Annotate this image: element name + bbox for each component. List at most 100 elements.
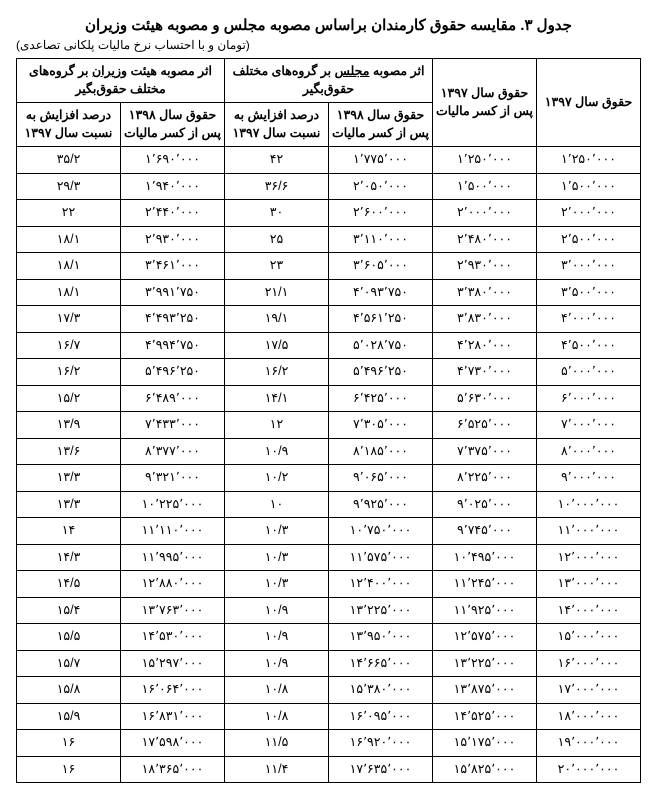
table-cell: ۱۰/۸ (225, 703, 329, 730)
table-cell: ۱۳٬۲۲۵٬۰۰۰ (433, 650, 537, 677)
table-cell: ۱۴ (17, 518, 121, 545)
table-cell: ۱۶/۲ (225, 359, 329, 386)
col-group-vaziran: اثر مصوبه هیئت وزیران بر گروه‌های مختلف … (17, 59, 225, 103)
table-cell: ۹٬۹۲۵٬۰۰۰ (329, 491, 433, 518)
table-cell: ۵٬۴۹۶٬۲۵۰ (329, 359, 433, 386)
table-cell: ۱۲٬۵۷۵٬۰۰۰ (433, 624, 537, 651)
table-row: ۱۱٬۰۰۰٬۰۰۰۹٬۷۴۵٬۰۰۰۱۰٬۷۵۰٬۰۰۰۱۰/۳۱۱٬۱۱۰٬… (17, 518, 641, 545)
table-cell: ۱۶٬۰۶۴٬۰۰۰ (121, 677, 225, 704)
table-cell: ۲٬۶۰۰٬۰۰۰ (329, 200, 433, 227)
table-cell: ۵٬۰۰۰٬۰۰۰ (537, 359, 641, 386)
table-cell: ۹٬۰۰۰٬۰۰۰ (537, 465, 641, 492)
table-cell: ۱۷/۳ (17, 306, 121, 333)
group-vaziran-pre: اثر مصوبه هیئت (131, 64, 212, 78)
table-cell: ۴٬۹۹۴٬۷۵۰ (121, 332, 225, 359)
table-cell: ۱۲٬۸۸۰٬۰۰۰ (121, 571, 225, 598)
table-row: ۱۴٬۰۰۰٬۰۰۰۱۱٬۹۲۵٬۰۰۰۱۳٬۲۲۵٬۰۰۰۱۰/۹۱۳٬۷۶۳… (17, 597, 641, 624)
table-cell: ۳۵/۲ (17, 147, 121, 174)
table-cell: ۷٬۳۰۵٬۰۰۰ (329, 412, 433, 439)
table-row: ۲۰٬۰۰۰٬۰۰۰۱۵٬۸۲۵٬۰۰۰۱۷٬۶۳۵٬۰۰۰۱۱/۴۱۸٬۳۶۵… (17, 756, 641, 783)
table-cell: ۱۸/۱ (17, 226, 121, 253)
col-sub-majles-pct: درصد افزایش به نسبت سال ۱۳۹۷ (225, 103, 329, 147)
table-cell: ۲٬۰۰۰٬۰۰۰ (433, 200, 537, 227)
table-cell: ۱۳٬۸۷۵٬۰۰۰ (433, 677, 537, 704)
table-cell: ۱۶ (17, 756, 121, 783)
table-cell: ۱۶/۲ (17, 359, 121, 386)
table-cell: ۲۱/۱ (225, 279, 329, 306)
table-cell: ۱۱٬۹۲۵٬۰۰۰ (433, 597, 537, 624)
table-cell: ۱٬۹۴۰٬۰۰۰ (121, 173, 225, 200)
col-sub-majles-salary: حقوق سال ۱۳۹۸ پس از کسر مالیات (329, 103, 433, 147)
table-cell: ۱۳/۶ (17, 438, 121, 465)
table-cell: ۱۲٬۰۰۰٬۰۰۰ (537, 544, 641, 571)
table-cell: ۴٬۰۰۰٬۰۰۰ (537, 306, 641, 333)
table-cell: ۱۰٬۴۹۵٬۰۰۰ (433, 544, 537, 571)
table-cell: ۶٬۵۲۵٬۰۰۰ (433, 412, 537, 439)
table-row: ۵٬۰۰۰٬۰۰۰۴٬۷۳۰٬۰۰۰۵٬۴۹۶٬۲۵۰۱۶/۲۵٬۴۹۶٬۲۵۰… (17, 359, 641, 386)
table-cell: ۱۴/۱ (225, 385, 329, 412)
table-cell: ۱۸٬۰۰۰٬۰۰۰ (537, 703, 641, 730)
table-cell: ۱۵/۹ (17, 703, 121, 730)
table-cell: ۳٬۵۰۰٬۰۰۰ (537, 279, 641, 306)
table-row: ۱۸٬۰۰۰٬۰۰۰۱۴٬۵۲۵٬۰۰۰۱۶٬۰۹۵٬۰۰۰۱۰/۸۱۶٬۸۳۱… (17, 703, 641, 730)
table-cell: ۱۳/۳ (17, 491, 121, 518)
table-cell: ۹٬۰۶۵٬۰۰۰ (329, 465, 433, 492)
table-cell: ۱۷٬۰۰۰٬۰۰۰ (537, 677, 641, 704)
table-cell: ۱۰/۳ (225, 571, 329, 598)
table-row: ۴٬۰۰۰٬۰۰۰۳٬۸۳۰٬۰۰۰۴٬۵۶۱٬۲۵۰۱۹/۱۴٬۴۹۳٬۲۵۰… (17, 306, 641, 333)
table-cell: ۱۰/۹ (225, 438, 329, 465)
table-cell: ۴٬۴۹۳٬۲۵۰ (121, 306, 225, 333)
table-cell: ۲٬۴۸۰٬۰۰۰ (433, 226, 537, 253)
table-cell: ۳٬۶۰۵٬۰۰۰ (329, 253, 433, 280)
table-cell: ۲٬۰۵۰٬۰۰۰ (329, 173, 433, 200)
table-row: ۱۰٬۰۰۰٬۰۰۰۹٬۰۲۵٬۰۰۰۹٬۹۲۵٬۰۰۰۱۰۱۰٬۲۲۵٬۰۰۰… (17, 491, 641, 518)
table-cell: ۱۵٬۰۰۰٬۰۰۰ (537, 624, 641, 651)
table-cell: ۷٬۰۰۰٬۰۰۰ (537, 412, 641, 439)
table-cell: ۱۲ (225, 412, 329, 439)
table-cell: ۳٬۸۳۰٬۰۰۰ (433, 306, 537, 333)
table-cell: ۱۰/۹ (225, 597, 329, 624)
table-subtitle: (تومان و با احتساب نرخ مالیات پلکانی تصا… (16, 38, 641, 52)
table-row: ۱٬۵۰۰٬۰۰۰۱٬۵۰۰٬۰۰۰۲٬۰۵۰٬۰۰۰۳۶/۶۱٬۹۴۰٬۰۰۰… (17, 173, 641, 200)
col-header-salary-97-after-tax: حقوق سال ۱۳۹۷ پس از کسر مالیات (433, 59, 537, 147)
table-cell: ۷٬۴۳۳٬۰۰۰ (121, 412, 225, 439)
table-cell: ۱۵/۴ (17, 597, 121, 624)
table-cell: ۲۰٬۰۰۰٬۰۰۰ (537, 756, 641, 783)
table-cell: ۱٬۲۵۰٬۰۰۰ (433, 147, 537, 174)
table-row: ۲٬۰۰۰٬۰۰۰۲٬۰۰۰٬۰۰۰۲٬۶۰۰٬۰۰۰۳۰۲٬۴۴۰٬۰۰۰۲۲ (17, 200, 641, 227)
table-cell: ۲۵ (225, 226, 329, 253)
table-cell: ۸٬۰۰۰٬۰۰۰ (537, 438, 641, 465)
table-row: ۱۷٬۰۰۰٬۰۰۰۱۳٬۸۷۵٬۰۰۰۱۵٬۳۸۰٬۰۰۰۱۰/۸۱۶٬۰۶۴… (17, 677, 641, 704)
table-row: ۱۶٬۰۰۰٬۰۰۰۱۳٬۲۲۵٬۰۰۰۱۴٬۶۶۵٬۰۰۰۱۰/۹۱۵٬۲۹۷… (17, 650, 641, 677)
table-cell: ۳٬۹۹۱٬۷۵۰ (121, 279, 225, 306)
table-cell: ۱۹٬۰۰۰٬۰۰۰ (537, 730, 641, 757)
table-cell: ۸٬۳۷۷٬۰۰۰ (121, 438, 225, 465)
table-cell: ۱٬۵۰۰٬۰۰۰ (537, 173, 641, 200)
table-row: ۷٬۰۰۰٬۰۰۰۶٬۵۲۵٬۰۰۰۷٬۳۰۵٬۰۰۰۱۲۷٬۴۳۳٬۰۰۰۱۳… (17, 412, 641, 439)
table-cell: ۱۵/۲ (17, 385, 121, 412)
table-row: ۱۹٬۰۰۰٬۰۰۰۱۵٬۱۷۵٬۰۰۰۱۶٬۹۲۰٬۰۰۰۱۱/۵۱۷٬۵۹۸… (17, 730, 641, 757)
table-cell: ۱۶٬۸۳۱٬۰۰۰ (121, 703, 225, 730)
table-cell: ۱۰ (225, 491, 329, 518)
table-cell: ۱۰/۳ (225, 518, 329, 545)
table-cell: ۴٬۰۹۳٬۷۵۰ (329, 279, 433, 306)
table-cell: ۳٬۰۰۰٬۰۰۰ (537, 253, 641, 280)
col-sub-vaziran-pct: درصد افزایش به نسبت سال ۱۳۹۷ (17, 103, 121, 147)
table-row: ۴٬۵۰۰٬۰۰۰۴٬۲۸۰٬۰۰۰۵٬۰۲۸٬۷۵۰۱۷/۵۴٬۹۹۴٬۷۵۰… (17, 332, 641, 359)
table-cell: ۱۵٬۱۷۵٬۰۰۰ (433, 730, 537, 757)
table-row: ۱۵٬۰۰۰٬۰۰۰۱۲٬۵۷۵٬۰۰۰۱۳٬۹۵۰٬۰۰۰۱۰/۹۱۴٬۵۳۰… (17, 624, 641, 651)
table-cell: ۳٬۱۱۰٬۰۰۰ (329, 226, 433, 253)
table-cell: ۱۵٬۳۸۰٬۰۰۰ (329, 677, 433, 704)
table-cell: ۱٬۷۷۵٬۰۰۰ (329, 147, 433, 174)
table-cell: ۱۳/۹ (17, 412, 121, 439)
table-cell: ۱۰/۳ (225, 544, 329, 571)
table-cell: ۱۹/۱ (225, 306, 329, 333)
table-cell: ۱۵٬۸۲۵٬۰۰۰ (433, 756, 537, 783)
table-cell: ۱۱٬۰۰۰٬۰۰۰ (537, 518, 641, 545)
table-cell: ۱۶٬۰۹۵٬۰۰۰ (329, 703, 433, 730)
table-row: ۶٬۰۰۰٬۰۰۰۵٬۶۳۰٬۰۰۰۶٬۴۲۵٬۰۰۰۱۴/۱۶٬۴۸۹٬۰۰۰… (17, 385, 641, 412)
table-cell: ۲۳ (225, 253, 329, 280)
table-cell: ۲٬۹۳۰٬۰۰۰ (433, 253, 537, 280)
table-cell: ۱۱٬۵۷۵٬۰۰۰ (329, 544, 433, 571)
table-row: ۳٬۵۰۰٬۰۰۰۳٬۳۸۰٬۰۰۰۴٬۰۹۳٬۷۵۰۲۱/۱۳٬۹۹۱٬۷۵۰… (17, 279, 641, 306)
